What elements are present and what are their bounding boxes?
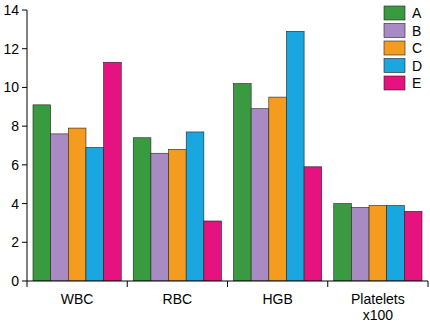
x-tick-label: RBC: [163, 291, 193, 307]
bar: [286, 31, 304, 281]
legend-label: A: [412, 5, 422, 21]
x-tick: [127, 281, 128, 287]
y-tick: [22, 87, 27, 88]
chart: 0 2 4 6 8 10 12 14 WBC RBC HGB Plateletsx100 ABCDE: [0, 0, 430, 324]
bar: [234, 84, 252, 281]
bar: [133, 138, 151, 281]
legend-swatch: [384, 59, 405, 73]
y-tick-label: 12: [3, 41, 19, 57]
bar: [304, 167, 322, 281]
legend: ABCDE: [384, 5, 422, 91]
x-tick: [428, 281, 429, 287]
y-tick-label: 2: [11, 234, 19, 250]
bar: [104, 62, 122, 281]
bar: [33, 105, 51, 281]
bar: [404, 211, 422, 281]
bar: [51, 134, 69, 281]
x-tick: [327, 281, 328, 287]
bar: [86, 147, 104, 281]
bar: [269, 97, 287, 281]
legend-label: E: [412, 75, 421, 91]
legend-swatch: [384, 41, 405, 55]
y-tick: [22, 281, 27, 282]
y-tick: [22, 203, 27, 204]
y-tick: [22, 242, 27, 243]
x-tick-label: WBC: [61, 291, 94, 307]
x-tick: [227, 281, 228, 287]
bar: [251, 109, 269, 281]
legend-label: C: [412, 40, 422, 56]
y-tick-label: 8: [11, 118, 19, 134]
bar: [369, 206, 387, 281]
y-tick-label: 4: [11, 196, 19, 212]
y-tick: [22, 164, 27, 165]
y-tick-label: 10: [3, 79, 19, 95]
y-tick: [22, 10, 27, 11]
bar: [334, 204, 352, 281]
legend-swatch: [384, 6, 405, 20]
y-tick: [22, 48, 27, 49]
bars: [33, 31, 422, 281]
y-tick-label: 6: [11, 157, 19, 173]
y-tick-label: 0: [11, 273, 19, 289]
legend-label: D: [412, 58, 422, 74]
x-tick-label: Plateletsx100: [351, 291, 405, 323]
bar: [351, 207, 369, 281]
bar: [169, 149, 187, 281]
legend-swatch: [384, 24, 405, 38]
bar: [151, 153, 169, 281]
bar: [186, 132, 204, 281]
bar: [68, 128, 86, 281]
bar: [204, 221, 222, 281]
y-tick: [22, 126, 27, 127]
x-tick: [27, 281, 28, 287]
legend-swatch: [384, 76, 405, 90]
bar: [387, 206, 405, 281]
y-tick-label: 14: [3, 2, 19, 18]
legend-label: B: [412, 23, 421, 39]
y-axis: [27, 10, 28, 281]
x-tick-label: HGB: [262, 291, 292, 307]
